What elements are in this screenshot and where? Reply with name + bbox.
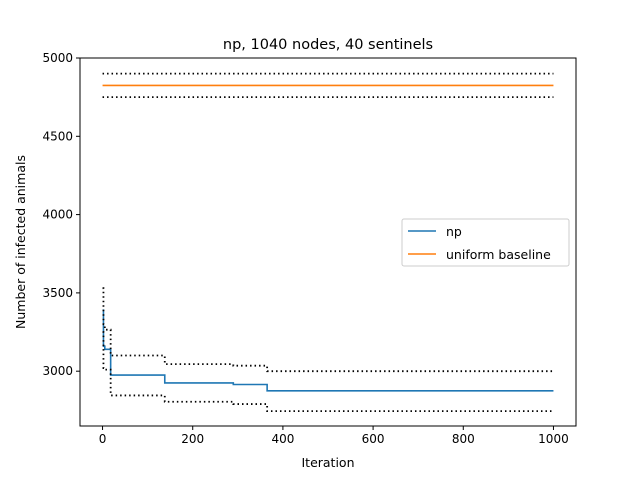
y-tick-label-3500: 3500	[42, 286, 73, 300]
x-tick-label-800: 800	[452, 432, 475, 446]
chart-title: np, 1040 nodes, 40 sentinels	[223, 37, 433, 53]
series-line-dotted-2	[102, 287, 554, 373]
y-tick-label-3000: 3000	[42, 364, 73, 378]
legend: np uniform baseline	[401, 218, 570, 267]
x-tick-label-400: 400	[271, 432, 294, 446]
y-tick-label-5000: 5000	[42, 51, 73, 65]
legend-frame	[401, 218, 570, 267]
y-tick-label-4500: 4500	[42, 129, 73, 143]
legend-label-np: np	[446, 224, 462, 239]
legend-label-uniform-baseline: uniform baseline	[446, 247, 551, 262]
plot-area	[102, 72, 554, 413]
y-axis-label: Number of infected animals	[13, 155, 28, 329]
x-axis-label: Iteration	[301, 455, 354, 470]
x-tick-label-0: 0	[99, 432, 107, 446]
x-tick-label-1000: 1000	[538, 432, 569, 446]
x-tick-label-200: 200	[181, 432, 204, 446]
axes-frame	[79, 57, 577, 427]
series-line-dotted-3	[102, 331, 554, 413]
axes-ticks: 0 200 400 600 800 1000 3000 3500 4000 4500 5000	[42, 51, 568, 446]
y-tick-label-4000: 4000	[42, 208, 73, 222]
x-tick-label-600: 600	[362, 432, 385, 446]
